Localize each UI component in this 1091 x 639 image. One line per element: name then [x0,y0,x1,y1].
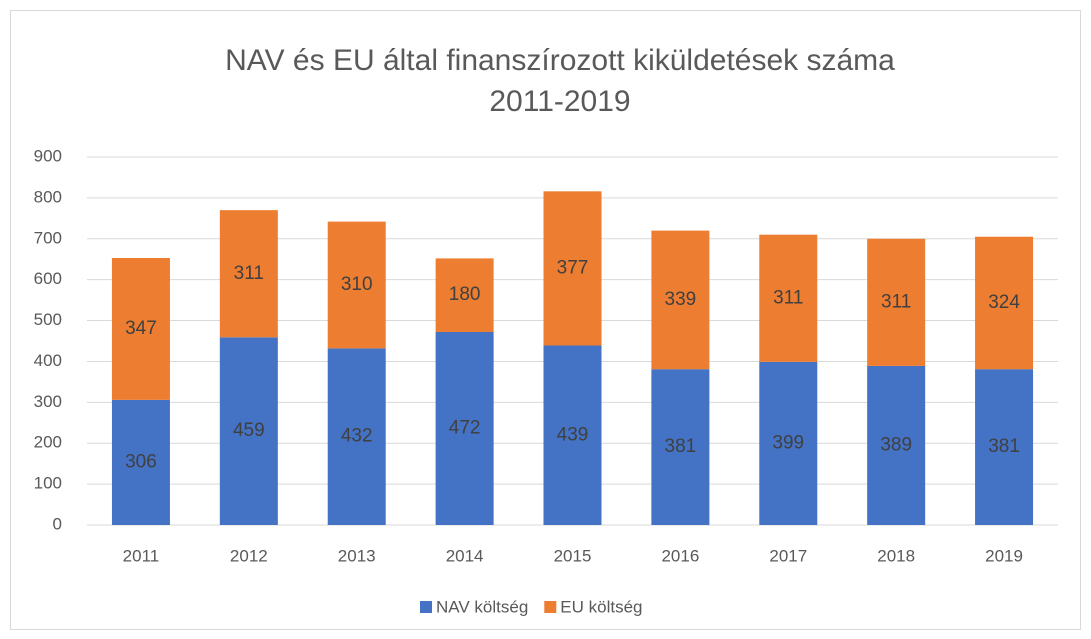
data-label: 381 [665,436,697,457]
y-tick-label: 700 [34,228,62,247]
data-label: 310 [341,274,373,295]
y-tick-label: 800 [34,187,62,206]
y-tick-label: 400 [34,351,62,370]
x-tick-label: 2013 [338,546,376,565]
x-tick-label: 2011 [123,546,160,565]
data-label: 399 [772,432,804,453]
data-label: 311 [773,287,803,308]
x-tick-label: 2017 [769,546,807,565]
legend-swatch [544,601,557,613]
data-label: 459 [233,420,265,441]
bar-segment [651,369,710,525]
x-tick-label: 2012 [230,546,268,565]
chart-title: NAV és EU által finanszírozott kiküldeté… [225,44,895,77]
data-label: 377 [557,257,589,278]
data-label: 439 [557,424,589,445]
bar-segment [219,337,278,525]
bar-segment [327,221,386,349]
bar-segment [759,361,818,525]
bar-segment [543,345,602,525]
bar-segment [651,230,710,370]
bar-segment [111,399,170,525]
y-tick-label: 0 [53,514,62,533]
bar-segment [867,238,926,366]
bar-segment [219,210,278,338]
bar-segment [543,191,602,346]
data-label: 324 [988,292,1020,313]
legend-swatch [420,601,432,613]
x-tick-label: 2016 [661,546,699,565]
y-tick-label: 100 [34,474,62,493]
y-tick-label: 900 [34,146,62,165]
data-label: 432 [341,426,373,447]
data-label: 472 [449,418,481,439]
legend-label: EU költség [560,597,642,616]
bar-segment [435,258,494,333]
y-tick-label: 200 [34,433,62,452]
x-tick-label: 2018 [877,546,915,565]
data-label: 381 [988,436,1020,457]
x-tick-label: 2015 [554,546,592,565]
bar-segment [975,236,1034,370]
y-tick-label: 300 [34,392,62,411]
data-label: 347 [125,318,157,339]
data-label: 306 [125,451,157,472]
data-label: 311 [234,263,264,284]
legend-label: NAV költség [436,597,528,616]
bar-segment [975,369,1034,525]
chart-title: 2011-2019 [489,85,630,118]
x-tick-label: 2014 [446,546,484,565]
y-tick-label: 500 [34,310,62,329]
bar-segment [327,348,386,525]
data-label: 389 [880,434,912,455]
data-label: 180 [449,284,481,305]
data-label: 339 [665,289,697,310]
y-tick-label: 600 [34,269,62,288]
bar-segment [435,332,494,525]
data-label: 311 [881,291,911,312]
bar-segment [111,257,170,400]
x-tick-label: 2019 [985,546,1023,565]
bar-segment [759,234,818,362]
bar-segment [867,365,926,525]
